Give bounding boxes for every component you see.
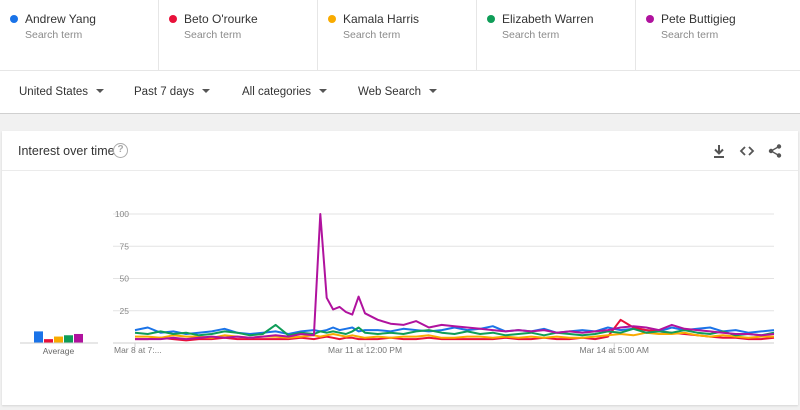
- search-term-type: Search term: [661, 29, 719, 41]
- chevron-down-icon: [429, 88, 438, 93]
- download-icon[interactable]: [711, 143, 727, 159]
- search-term-type: Search term: [25, 29, 83, 41]
- series-line-elizabeth-warren: [134, 323, 775, 337]
- y-tick-label: 100: [115, 209, 129, 219]
- search-term-type: Search term: [184, 29, 242, 41]
- time-filter[interactable]: Past 7 days: [134, 86, 211, 98]
- series-color-dot-icon: [169, 15, 177, 23]
- search-term-name: Beto O'rourke: [184, 12, 258, 26]
- x-tick-label: Mar 14 at 5:00 AM: [580, 345, 649, 355]
- time-filter-label: Past 7 days: [134, 86, 195, 98]
- search-type-filter-label: Web Search: [358, 86, 422, 98]
- filters-bar: United States Past 7 days All categories…: [0, 70, 800, 114]
- search-term-1[interactable]: Beto O'rourke Search term: [159, 0, 318, 70]
- interest-line-chart: 25 50 75 100 Mar 8 at 7:... Mar 11 at 12:00 P…: [20, 209, 775, 356]
- card-title: Interest over time: [18, 144, 115, 158]
- chevron-down-icon: [96, 88, 105, 93]
- region-filter-label: United States: [19, 86, 89, 98]
- average-bar: [34, 331, 43, 343]
- share-icon[interactable]: [767, 143, 783, 159]
- chevron-down-icon: [202, 88, 211, 93]
- search-term-name: Kamala Harris: [343, 12, 420, 26]
- region-filter[interactable]: United States: [19, 86, 105, 98]
- series-color-dot-icon: [328, 15, 336, 23]
- search-term-name: Pete Buttigieg: [661, 12, 736, 26]
- chevron-down-icon: [319, 88, 328, 93]
- search-term-type: Search term: [502, 29, 560, 41]
- help-icon[interactable]: ?: [113, 143, 128, 158]
- x-tick-label: Mar 8 at 7:...: [114, 345, 162, 355]
- series-color-dot-icon: [646, 15, 654, 23]
- y-tick-label: 50: [120, 274, 130, 284]
- search-term-0[interactable]: Andrew Yang Search term: [0, 0, 159, 70]
- search-terms-bar: Andrew Yang Search term Beto O'rourke Searc…: [0, 0, 800, 70]
- search-term-2[interactable]: Kamala Harris Search term: [318, 0, 477, 70]
- average-bar: [54, 336, 63, 343]
- series-color-dot-icon: [10, 15, 18, 23]
- average-bar: [64, 335, 73, 343]
- interest-over-time-card: Interest over time ? 25 50 75 100 Mar 8 at 7…: [2, 131, 798, 405]
- y-tick-label: 75: [120, 241, 130, 251]
- series-color-dot-icon: [487, 15, 495, 23]
- search-term-3[interactable]: Elizabeth Warren Search term: [477, 0, 636, 70]
- average-bar: [74, 333, 83, 343]
- series-line-pete-buttigieg: [135, 213, 775, 341]
- y-tick-label: 25: [120, 306, 130, 316]
- embed-icon[interactable]: [739, 143, 755, 159]
- search-type-filter[interactable]: Web Search: [358, 86, 438, 98]
- average-bar: [44, 339, 53, 343]
- x-tick-label: Mar 11 at 12:00 PM: [328, 345, 402, 355]
- average-label: Average: [43, 346, 75, 356]
- category-filter-label: All categories: [242, 86, 312, 98]
- search-term-name: Andrew Yang: [25, 12, 96, 26]
- search-term-4[interactable]: Pete Buttigieg Search term: [636, 0, 800, 70]
- search-term-name: Elizabeth Warren: [502, 12, 594, 26]
- search-term-type: Search term: [343, 29, 401, 41]
- card-header: Interest over time ?: [2, 131, 798, 171]
- category-filter[interactable]: All categories: [242, 86, 328, 98]
